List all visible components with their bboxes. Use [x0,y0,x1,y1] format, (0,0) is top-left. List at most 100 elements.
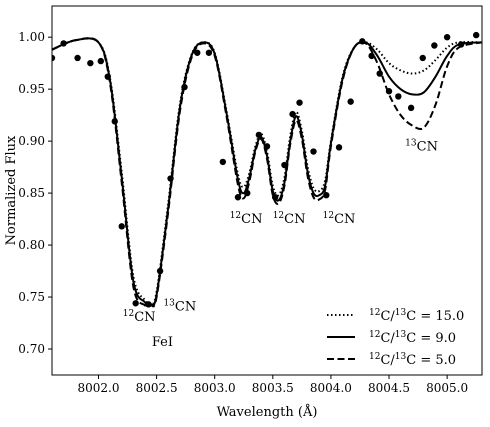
series-line-dashed [52,37,482,309]
y-tick-label: 0.80 [18,238,45,252]
data-point [132,300,139,307]
annotation-text: CN [334,212,355,227]
annotation-label: 13CN [163,299,196,315]
data-point [323,191,330,199]
data-point [419,54,426,62]
legend-superscript: 12 [369,308,380,318]
legend-text-part: C = 5.0 [406,353,456,368]
x-tick-label: 8002.5 [136,381,178,395]
x-tick-label: 8003.0 [194,381,236,395]
data-point [407,104,415,112]
data-point [431,42,438,49]
annotation-label: 12CN [230,211,263,227]
y-axis-label: Normalized Flux [4,135,19,245]
data-point [104,73,111,80]
data-point [457,41,465,48]
data-point [167,175,174,182]
legend-text-part: C = 15.0 [406,309,464,324]
data-point [347,98,354,105]
annotation-text: CN [284,212,305,227]
annotation-label: 12CN [123,309,156,325]
data-point [234,194,242,201]
isotope-superscript: 12 [323,211,334,221]
data-point [395,93,402,100]
y-tick-label: 0.70 [18,342,45,356]
axes-frame [51,5,483,376]
data-point [156,267,164,275]
data-point [118,223,125,230]
isotope-superscript: 13 [163,299,175,309]
legend-text-part: C/ [380,309,395,324]
plot-frame [51,5,483,376]
data-point [443,33,451,41]
data-point [194,49,201,56]
legend-superscript: 12 [369,352,380,362]
data-point [244,189,251,197]
data-point [97,57,105,65]
annotation-text: CN [417,139,438,154]
data-point [87,59,94,67]
data-point [255,131,263,139]
data-point [368,52,375,60]
annotation-label: 13CN [405,138,438,154]
data-point [263,143,271,150]
annotation-label: 12CN [273,211,306,227]
series-line-dotted [52,37,482,306]
data-point [359,38,366,45]
data-point [219,158,227,166]
legend-superscript: 13 [395,352,407,362]
data-point [310,148,317,155]
legend-text-part: C/ [380,331,395,346]
legend-superscript: 13 [395,330,407,340]
data-point [385,88,393,95]
annotation-text: CN [134,310,155,325]
annotation-text: CN [241,212,262,227]
legend-text-part: C = 9.0 [406,331,456,346]
data-point [181,83,188,91]
data-point [289,110,296,118]
legend-label: 12C/13C = 9.0 [369,330,456,346]
data-point [111,118,118,125]
legend-superscript: 13 [395,308,407,318]
data-point [60,40,67,47]
legend-label: 12C/13C = 15.0 [369,308,464,324]
data-point [281,161,288,169]
model-curves [52,37,482,309]
isotope-superscript: 12 [230,211,241,221]
data-point [472,31,480,39]
annotation-text: CN [175,300,196,315]
y-tick-label: 0.75 [18,290,45,304]
series-line-solid [52,37,482,307]
data-point [271,194,279,201]
x-tick-label: 8004.5 [368,381,410,395]
x-axis-ticks: 8002.0 8002.5 8003.0 8003.5 8004.0 8004.5 8005… [77,375,468,395]
y-axis-ticks: 0.70 0.75 0.80 0.85 0.90 0.95 1.00 [18,30,52,356]
x-tick-label: 8003.5 [252,381,294,395]
data-point [52,54,56,62]
data-point [376,70,383,77]
isotope-superscript: 12 [123,309,134,319]
data-point [335,144,343,151]
data-point [205,49,213,56]
y-tick-label: 0.95 [18,82,45,96]
legend-label: 12C/13C = 5.0 [369,352,456,368]
y-tick-label: 0.90 [18,134,45,148]
legend-superscript: 12 [369,330,380,340]
data-point [296,99,303,106]
observed-points [52,31,480,308]
isotope-superscript: 13 [405,138,417,148]
x-axis-label: Wavelength (Å) [217,404,318,420]
x-tick-label: 8002.0 [77,381,119,395]
legend-text-part: C/ [380,353,395,368]
y-tick-label: 1.00 [18,30,45,44]
y-tick-label: 0.85 [18,186,45,200]
x-tick-label: 8005.0 [426,381,468,395]
data-point [74,54,81,62]
annotation-label: 12CN [323,211,356,227]
annotation-label: FeI [152,335,173,350]
isotope-superscript: 12 [273,211,284,221]
x-tick-label: 8004.0 [310,381,352,395]
